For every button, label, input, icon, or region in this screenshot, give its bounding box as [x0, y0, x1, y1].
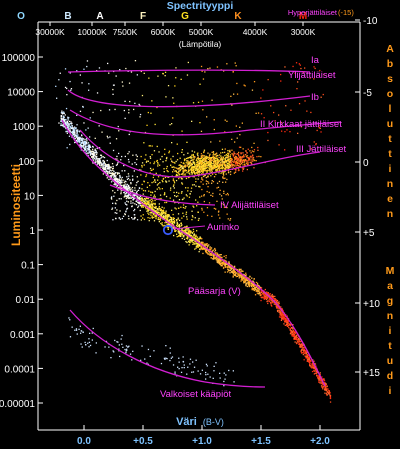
temperature-tick-label: 7500K — [113, 27, 138, 37]
luminosity-tick-label: 10000 — [7, 88, 35, 99]
label-bright-giants: II Kirkkaat jättiläiset — [260, 119, 342, 130]
left-axis-label: Luminositeetti — [9, 164, 23, 246]
label-white-dwarfs: Valkoiset kääpiöt — [160, 389, 231, 400]
label-main-sequence: Pääsarja (V) — [188, 286, 241, 297]
spectral-class-g: G — [181, 11, 189, 22]
spectral-class-a: A — [96, 11, 103, 22]
magnitude-tick-label: +15 — [363, 368, 380, 379]
label-ia: Ia — [311, 55, 320, 66]
magnitude-axis-letter: g — [387, 295, 393, 307]
track-ii — [69, 109, 341, 136]
temperature-tick-label: 5000K — [189, 27, 214, 37]
luminosity-tick-label: 1 — [29, 226, 35, 237]
magnitude-axis-letter: u — [387, 355, 393, 367]
hypergiants-mag: (-15) — [338, 8, 354, 17]
label-ib: Ib — [311, 92, 319, 103]
magnitude-axis-letter: n — [387, 178, 393, 190]
magnitude-axis-letter: i — [389, 325, 392, 337]
magnitude-axis-letter: i — [389, 163, 392, 175]
magnitude-axis-letter: o — [387, 88, 393, 100]
magnitude-axis-letter: a — [387, 280, 393, 292]
title-spectral-type: Spectrityyppi — [167, 0, 234, 12]
luminosity-tick-label: 0.1 — [21, 261, 35, 272]
track-white-dwarfs — [69, 309, 266, 388]
sun-pointer — [172, 225, 206, 230]
magnitude-axis-letter: d — [387, 370, 393, 382]
magnitude-axis-letter: b — [387, 58, 393, 70]
temperature-tick-label: 4000K — [243, 27, 268, 37]
track-iv — [109, 184, 216, 206]
magnitude-axis-letter: e — [387, 193, 393, 205]
temperature-tick-label: 3000K — [291, 27, 316, 37]
magnitude-tick-label: +5 — [363, 228, 375, 239]
temperature-tick-label: 30000K — [35, 27, 65, 37]
color-index-tick-label: +1.5 — [251, 436, 271, 447]
label-subgiants: IV Alijättiläiset — [220, 200, 279, 211]
sun-marker — [162, 224, 174, 236]
spectral-class-f: F — [140, 11, 146, 22]
label-sun: Aurinko — [207, 222, 239, 233]
luminosity-tick-label: 100 — [18, 157, 35, 168]
magnitude-axis-letter: A — [386, 43, 394, 55]
track-ib — [67, 89, 311, 108]
color-index-tick-label: +2.0 — [310, 436, 330, 447]
track-ia — [67, 69, 311, 73]
magnitude-axis-letter: M — [386, 265, 395, 277]
magnitude-axis-letter: n — [387, 310, 393, 322]
temperature-tick-label: 10000K — [77, 27, 107, 37]
luminosity-tick-label: 0.001 — [10, 330, 35, 341]
magnitude-axis-letter: s — [387, 73, 393, 85]
luminosity-tracks — [61, 69, 341, 388]
magnitude-axis-letter: i — [389, 385, 392, 397]
temperature-axis-label: (Lämpötila) — [179, 39, 222, 49]
track-main-sequence — [61, 119, 326, 387]
luminosity-tick-label: 0.0001 — [4, 364, 35, 375]
magnitude-axis-letter: n — [387, 208, 393, 220]
spectral-class-k: K — [234, 11, 242, 22]
hypergiants-label: Hyperjättiläiset — [288, 8, 338, 17]
spectral-class-b: B — [64, 11, 71, 22]
magnitude-tick-label: -10 — [363, 16, 378, 27]
bottom-axis-title: Väri — [176, 416, 197, 428]
bottom-axis-unit: (B-V) — [203, 417, 224, 427]
bottom-axis-label: Väri (B-V) — [176, 416, 224, 428]
magnitude-tick-label: 0 — [363, 158, 369, 169]
color-index-tick-label: +0.5 — [133, 436, 153, 447]
magnitude-tick-label: +10 — [363, 299, 380, 310]
label-giants: III Jättiläiset — [296, 144, 347, 155]
magnitude-axis-letter: l — [389, 103, 392, 115]
color-index-tick-label: +1.0 — [192, 436, 212, 447]
spectral-class-m: M — [299, 11, 307, 22]
magnitude-axis-letter: t — [388, 148, 392, 160]
magnitude-axis-letter: t — [388, 340, 392, 352]
luminosity-tick-label: 100000 — [2, 53, 36, 64]
luminosity-tick-label: 1000 — [13, 122, 36, 133]
luminosity-tick-label: 0.00001 — [0, 399, 35, 410]
color-index-tick-label: 0.0 — [77, 436, 91, 447]
magnitude-axis-letter: u — [387, 118, 393, 130]
magnitude-tick-label: -5 — [363, 88, 372, 99]
luminosity-tick-label: 10 — [24, 191, 36, 202]
magnitude-axis-letter: t — [388, 133, 392, 145]
track-iii — [79, 129, 321, 178]
spectral-class-o: O — [17, 11, 25, 22]
label-supergiants: Ylijättiläiset — [288, 70, 336, 81]
luminosity-tick-label: 0.01 — [16, 295, 36, 306]
temperature-tick-label: 6000K — [151, 27, 176, 37]
